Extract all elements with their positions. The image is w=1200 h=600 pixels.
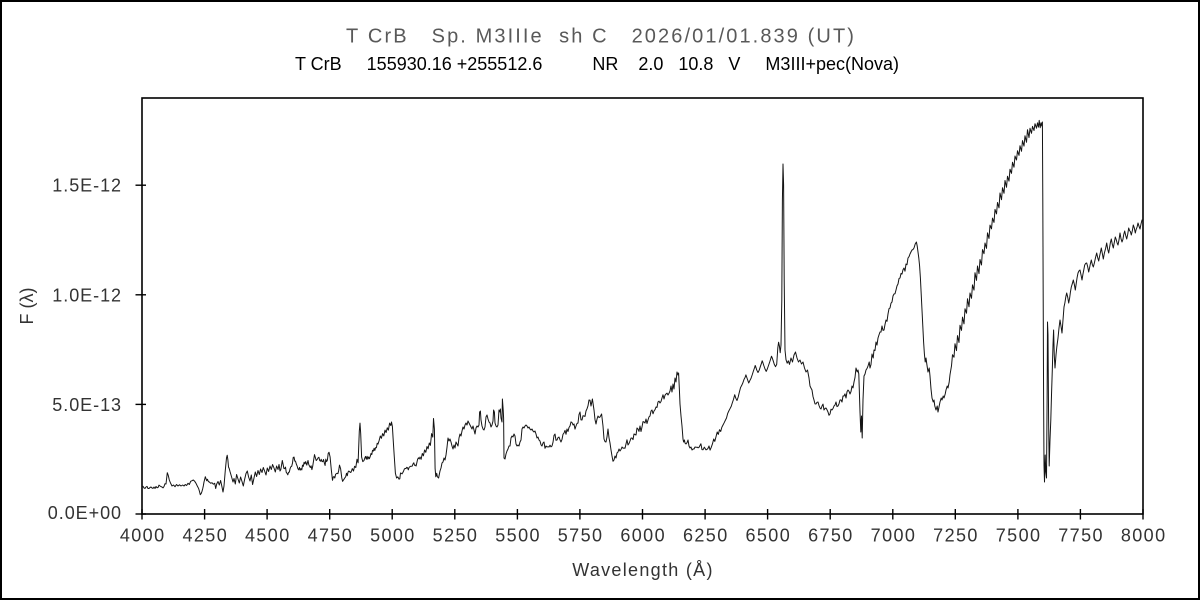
svg-text:5250: 5250 [433,526,479,546]
svg-text:8000: 8000 [1121,526,1167,546]
svg-text:0.0E+00: 0.0E+00 [48,503,122,523]
svg-text:5.0E-13: 5.0E-13 [52,395,122,415]
svg-text:6750: 6750 [808,526,854,546]
svg-text:7750: 7750 [1058,526,1104,546]
svg-text:F (λ): F (λ) [17,288,37,325]
svg-text:6500: 6500 [745,526,791,546]
svg-text:4500: 4500 [245,526,291,546]
svg-text:6000: 6000 [620,526,666,546]
svg-text:4750: 4750 [308,526,354,546]
svg-text:Wavelength (Å): Wavelength (Å) [572,560,714,580]
svg-text:7000: 7000 [871,526,917,546]
svg-text:4250: 4250 [182,526,228,546]
svg-text:1.5E-12: 1.5E-12 [52,176,122,196]
svg-text:4000: 4000 [120,526,166,546]
svg-text:7250: 7250 [933,526,979,546]
svg-text:T CrB Sp. M3IIIe sh C 202: T CrB Sp. M3IIIe sh C 2026/01/01.839 (UT… [346,26,856,48]
svg-text:T CrB 155930.16 +255512.6: T CrB 155930.16 +255512.6 NR 2.0 10.8 V … [295,54,899,74]
svg-text:7500: 7500 [996,526,1042,546]
svg-text:1.0E-12: 1.0E-12 [52,285,122,305]
svg-text:5750: 5750 [558,526,604,546]
svg-text:5500: 5500 [495,526,541,546]
svg-text:5000: 5000 [370,526,416,546]
svg-text:6250: 6250 [683,526,729,546]
